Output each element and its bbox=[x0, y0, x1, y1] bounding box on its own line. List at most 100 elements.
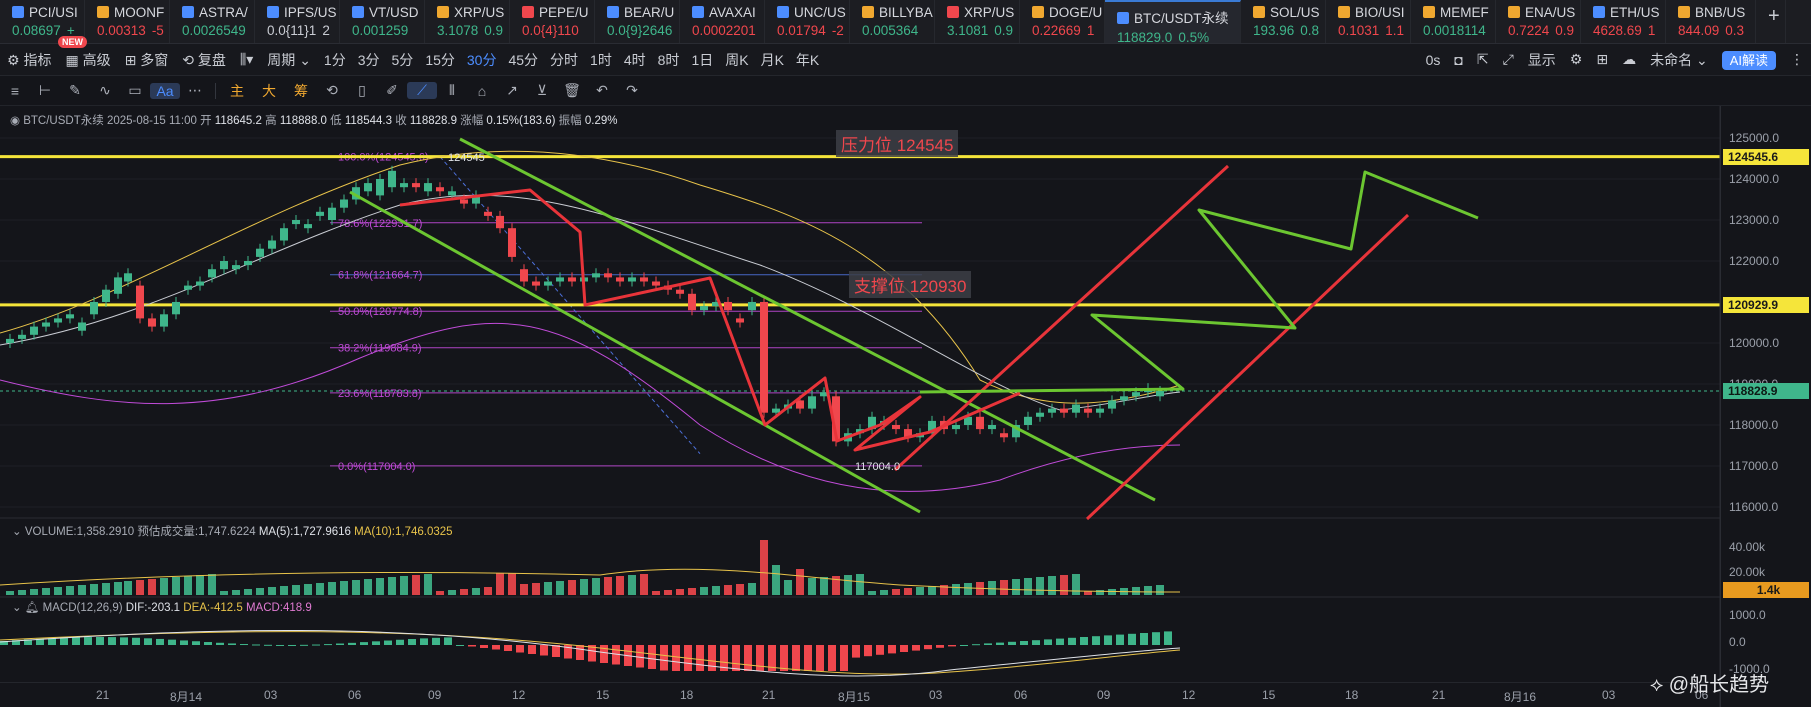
period-option[interactable]: 8时 bbox=[657, 51, 680, 68]
ticker-tab[interactable]: PCI/USI 0.08697 + bbox=[0, 0, 85, 43]
collapse-icon[interactable]: ⌄ bbox=[12, 602, 25, 614]
lower-band bbox=[0, 322, 1181, 492]
trash-icon[interactable]: 🗑 bbox=[563, 82, 581, 98]
horizontal-line-icon[interactable]: ⊢ bbox=[38, 82, 52, 98]
arrow-icon[interactable]: ↗ bbox=[506, 82, 518, 98]
trendline-icon[interactable]: ⟋ bbox=[407, 82, 437, 99]
macd-bar bbox=[1056, 638, 1064, 645]
chip-tool-button[interactable]: 筹 bbox=[294, 82, 308, 99]
more-icon[interactable]: ⋮ bbox=[1790, 51, 1804, 67]
macd-bar bbox=[1116, 634, 1124, 645]
macd-bar bbox=[1104, 635, 1112, 645]
menu-icon[interactable]: ≡ bbox=[10, 82, 20, 99]
brush-icon[interactable]: ✐ bbox=[386, 82, 398, 98]
collapse-icon[interactable]: ⌄ bbox=[12, 526, 25, 538]
wave-icon[interactable]: ∿ bbox=[99, 82, 111, 98]
ticker-tab[interactable]: MOONF 0.00313 -5 bbox=[85, 0, 170, 43]
cloud-icon[interactable]: ☁ bbox=[1622, 51, 1637, 67]
ticker-tab[interactable]: XRP/US 3.1081 0.9 bbox=[935, 0, 1020, 43]
ticker-tab[interactable]: BILLYBA 0.005364 bbox=[850, 0, 935, 43]
ai-interpret-button[interactable]: AI解读 bbox=[1715, 50, 1783, 70]
main-toolbar: ⚙ 指标 ▦ 高级 ⊞ 多窗 ⟲ 复盘 ⫼▾ 周期 ⌄ 1分 3分 5分 15分 30分… bbox=[0, 44, 1811, 76]
settings-gear-icon[interactable]: ⚙ bbox=[1569, 51, 1583, 67]
layout-icon[interactable]: ⊞ bbox=[1596, 51, 1609, 67]
period-option[interactable]: 分时 bbox=[550, 51, 579, 68]
camera-icon[interactable]: ◘ bbox=[1454, 51, 1463, 68]
ticker-tab[interactable]: ASTRA/0.0026549 bbox=[170, 0, 255, 43]
macd-bar bbox=[60, 637, 68, 645]
sync-icon[interactable]: ⟲ bbox=[326, 82, 338, 98]
home-icon[interactable]: ⌂ bbox=[477, 82, 487, 99]
period-option[interactable]: 年K bbox=[795, 51, 820, 68]
volume-bar bbox=[256, 588, 264, 595]
period-dropdown[interactable]: 周期 ⌄ bbox=[267, 51, 311, 68]
ticker-tab[interactable]: DOGE/U 0.22669 1 bbox=[1020, 0, 1105, 43]
candlestick-icon: ⫼▾ bbox=[239, 51, 254, 67]
period-option[interactable]: 45分 bbox=[508, 51, 539, 68]
chip-tool-button[interactable]: 大 bbox=[262, 82, 276, 99]
period-option[interactable]: 1分 bbox=[323, 51, 346, 68]
fullscreen-icon[interactable]: ⤢ bbox=[1502, 51, 1514, 67]
ticker-tab[interactable]: BNB/US 844.09 0.3 bbox=[1666, 0, 1756, 43]
display-button[interactable]: 显示 bbox=[1527, 51, 1556, 68]
ticker-tab[interactable]: VT/USD 0.001259 bbox=[340, 0, 425, 43]
filter-icon[interactable]: ⊻ bbox=[536, 82, 548, 98]
advanced-button[interactable]: ▦ 高级 bbox=[65, 51, 111, 68]
period-option[interactable]: 1时 bbox=[590, 51, 612, 68]
undo-icon[interactable]: ↶ bbox=[596, 82, 608, 98]
magnet-icon[interactable]: ▯ bbox=[358, 82, 366, 98]
ticker-tab[interactable]: IPFS/US 0.0{11}1 2 bbox=[255, 0, 340, 43]
ticker-tab[interactable]: ETH/US 4628.69 1 bbox=[1581, 0, 1666, 43]
period-option[interactable]: 3分 bbox=[357, 51, 380, 68]
ticker-change: 0.9 bbox=[484, 23, 504, 38]
period-option[interactable]: 月K bbox=[760, 51, 784, 68]
ticker-tab[interactable]: ENA/US 0.7224 0.9 bbox=[1496, 0, 1581, 43]
ticker-tab[interactable]: AVAXAI 0.0002201 bbox=[680, 0, 765, 43]
ticker-tab[interactable]: BTC/USDT永续 118829.0 0.5% bbox=[1105, 0, 1241, 43]
ticker-tab[interactable]: BIO/USI 0.1031 1.1 bbox=[1326, 0, 1411, 43]
candle-body bbox=[460, 199, 468, 204]
layout-name-dropdown[interactable]: 未命名 ⌄ bbox=[1650, 51, 1708, 68]
period-option[interactable]: 4时 bbox=[623, 51, 646, 68]
ticker-name: AVAXAI bbox=[709, 5, 756, 20]
share-icon[interactable]: ⇱ bbox=[1476, 51, 1489, 67]
volume-bar bbox=[54, 587, 62, 595]
text-icon[interactable]: Aa bbox=[150, 82, 180, 99]
candle-body bbox=[952, 425, 960, 430]
coin-icon bbox=[1678, 6, 1690, 18]
period-option[interactable]: 5分 bbox=[391, 51, 414, 68]
drawing-toolbar: ≡ ⊢ ✎ ∿ ▭ Aa ⋯ 主 大 筹 ⟲ ▯ ✐ ⟋ ⫴ ⌂ ↗ ⊻ 🗑 ↶ ↷ bbox=[0, 76, 1811, 106]
add-tab-button[interactable]: + bbox=[1756, 0, 1786, 43]
ticker-tab[interactable]: SOL/US 193.96 0.8 bbox=[1241, 0, 1326, 43]
redo-icon[interactable]: ↷ bbox=[626, 82, 638, 98]
indicators-button[interactable]: ⚙ 指标 bbox=[7, 51, 52, 68]
rectangle-icon[interactable]: ▭ bbox=[128, 82, 142, 98]
ruler-icon[interactable]: ⫴ bbox=[449, 82, 455, 98]
period-option[interactable]: 30分 bbox=[466, 51, 497, 68]
eye-icon[interactable]: ◉ bbox=[10, 115, 24, 127]
support-annotation[interactable]: 支撑位 120930 bbox=[849, 271, 972, 298]
price-scale[interactable]: 125000.0124000.0123000.0122000.0121000.0… bbox=[1720, 106, 1811, 707]
ticker-tab[interactable]: BEAR/U 0.0{9}2646 bbox=[595, 0, 680, 43]
ticker-tab[interactable]: MEMEF 0.0018114 bbox=[1411, 0, 1496, 43]
period-option[interactable]: 1日 bbox=[691, 51, 714, 68]
bell-icon[interactable]: 🔔︎ bbox=[24, 602, 40, 614]
pen-icon[interactable]: ✎ bbox=[69, 82, 81, 98]
more-dots-icon[interactable]: ⋯ bbox=[188, 82, 202, 98]
ticker-tab[interactable]: PEPE/U 0.0{4}110 bbox=[510, 0, 595, 43]
ticker-tab[interactable]: UNC/US 0.01794 -2 bbox=[765, 0, 850, 43]
multi-window-button[interactable]: ⊞ 多窗 bbox=[124, 51, 169, 68]
chip-tool-button[interactable]: 主 bbox=[230, 82, 244, 99]
replay-button[interactable]: ⟲ 复盘 bbox=[182, 51, 226, 68]
macd-bar bbox=[888, 645, 896, 654]
period-option[interactable]: 周K bbox=[725, 51, 749, 68]
time-axis[interactable]: 21 8月14 03 06 09 12 15 18 21 8月15 03 06 09 12 15 18 21 8月… bbox=[0, 682, 1720, 707]
macd-bar bbox=[600, 645, 608, 663]
candlestick-chart[interactable]: 100.0%(124545.6)78.6%(122931.7)61.8%(121… bbox=[0, 106, 1811, 707]
ticker-tab[interactable]: XRP/US 3.1078 0.9 bbox=[425, 0, 510, 43]
macd-bar bbox=[396, 639, 404, 645]
resistance-annotation[interactable]: 压力位 124545 bbox=[836, 130, 959, 157]
chart-type-button[interactable]: ⫼▾ bbox=[233, 51, 260, 68]
period-option[interactable]: 15分 bbox=[425, 51, 455, 68]
time-label: 18 bbox=[680, 688, 694, 702]
